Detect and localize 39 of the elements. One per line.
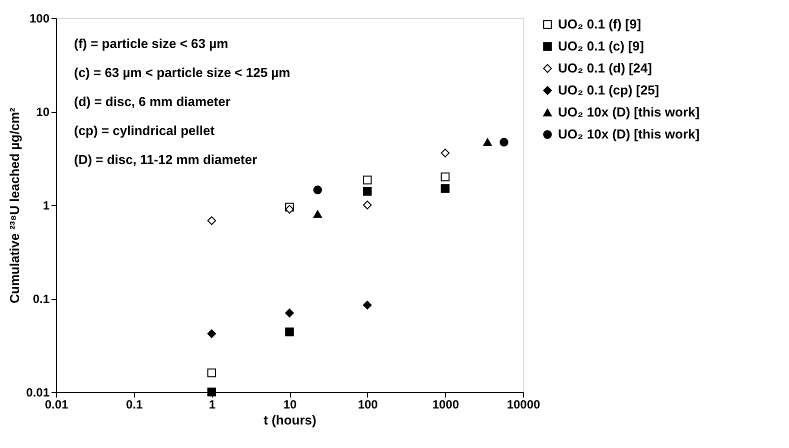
point (207, 216, 216, 226)
x-tick-label: 100 (358, 398, 378, 412)
legend-label: UO₂ 0.1 (c) [9] (558, 38, 644, 54)
annotation: (cp) = cylindrical pellet (74, 123, 216, 138)
x-axis-title: t (hours) (264, 412, 316, 428)
y-tick-label: 1 (42, 198, 50, 212)
x-tick-label: 0.1 (126, 398, 143, 412)
x-tick-label: 1000 (432, 398, 460, 412)
x-tick-label: 10 (283, 398, 297, 412)
point (440, 148, 450, 158)
point (207, 368, 216, 378)
x-tick-label: 1 (208, 398, 216, 412)
x-tick-label: 0.01 (44, 398, 68, 412)
point (285, 204, 294, 214)
y-tick-label: 100 (29, 12, 50, 26)
point (207, 388, 216, 396)
annotation: (D) = disc, 11-12 mm diameter (74, 152, 258, 168)
x-tick-label: 10000 (506, 398, 541, 412)
y-axis-title: Cumulative ²³⁸U leached µg/cm² (7, 107, 22, 304)
point (440, 184, 450, 193)
point (362, 200, 372, 210)
point (285, 308, 294, 318)
point (362, 176, 372, 184)
legend-label: UO₂ 10x (D) [this work] (558, 104, 700, 120)
point (440, 172, 450, 182)
point (207, 329, 216, 338)
legend-label: UO₂ 0.1 (f) [9] (558, 16, 642, 32)
point (362, 300, 372, 310)
legend-label: UO₂ 10x (D) [this work] (558, 126, 700, 142)
point (362, 186, 372, 196)
annotation: (c) = 63 µm < particle size < 125 µm (74, 65, 290, 80)
annotation: (d) = disc, 6 mm diameter (74, 94, 230, 110)
legend-label: UO₂ 0.1 (cp) [25] (558, 82, 660, 98)
y-tick-label: 0.1 (32, 292, 50, 306)
y-tick-label: 10 (36, 105, 50, 119)
point (285, 327, 294, 336)
legend-label: UO₂ 0.1 (d) [24] (558, 60, 652, 76)
annotation: (f) = particle size < 63 µm (74, 36, 228, 52)
y-tick-label: 0.01 (26, 386, 50, 400)
